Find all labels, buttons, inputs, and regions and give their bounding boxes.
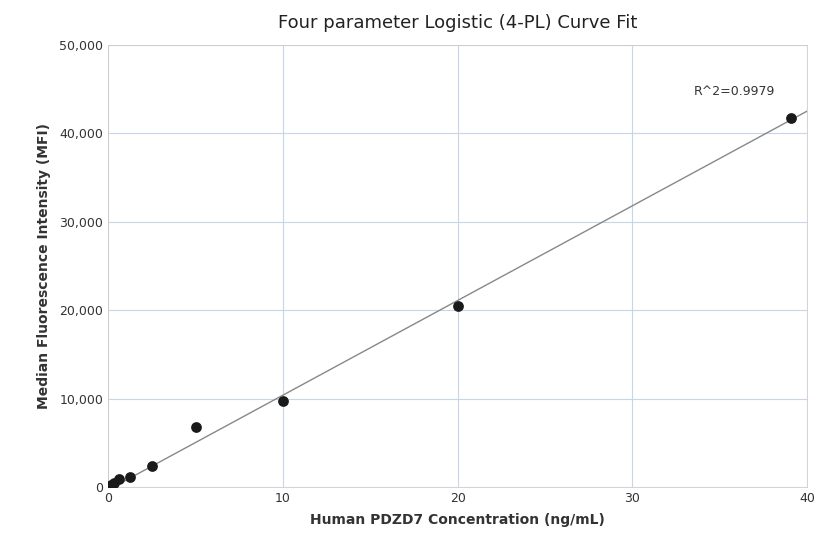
X-axis label: Human PDZD7 Concentration (ng/mL): Human PDZD7 Concentration (ng/mL) — [310, 514, 605, 528]
Point — [276, 397, 290, 406]
Y-axis label: Median Fluorescence Intensity (MFI): Median Fluorescence Intensity (MFI) — [37, 123, 51, 409]
Point — [146, 461, 159, 470]
Point — [107, 478, 121, 487]
Point — [189, 423, 202, 432]
Text: R^2=0.9979: R^2=0.9979 — [694, 85, 775, 98]
Title: Four parameter Logistic (4-PL) Curve Fit: Four parameter Logistic (4-PL) Curve Fit — [278, 14, 637, 32]
Point — [112, 475, 126, 484]
Point — [123, 472, 136, 481]
Point — [104, 481, 117, 490]
Point — [785, 114, 798, 123]
Point — [451, 301, 464, 310]
